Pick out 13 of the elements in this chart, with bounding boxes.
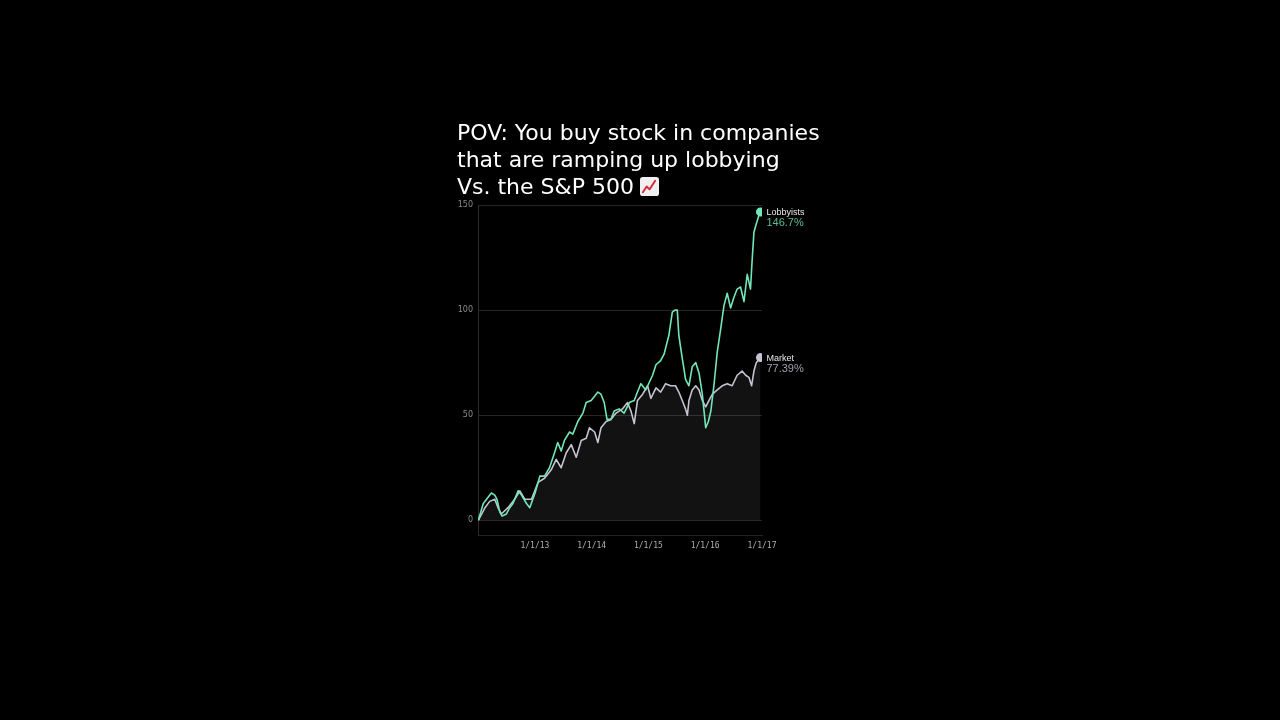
- x-tick-label: 1/1/15: [633, 540, 663, 550]
- y-tick-label: 50: [462, 410, 473, 420]
- y-tick-label: 150: [457, 200, 473, 210]
- x-tick-label: 1/1/17: [747, 540, 777, 550]
- series-label: Market: [766, 352, 795, 363]
- series-label: Lobbyists: [766, 206, 805, 217]
- data-label: 77.39%: [766, 361, 804, 374]
- x-tick-label: 1/1/16: [690, 540, 720, 550]
- y-tick-label: 0: [467, 515, 473, 525]
- chart-title: POV: You buy stock in companies that are ramping up lobbying Vs. the S&P 500: [457, 120, 820, 199]
- y-tick-label: 100: [457, 305, 473, 315]
- x-tick-label: 1/1/13: [520, 540, 550, 550]
- x-tick-label: 1/1/14: [577, 540, 607, 550]
